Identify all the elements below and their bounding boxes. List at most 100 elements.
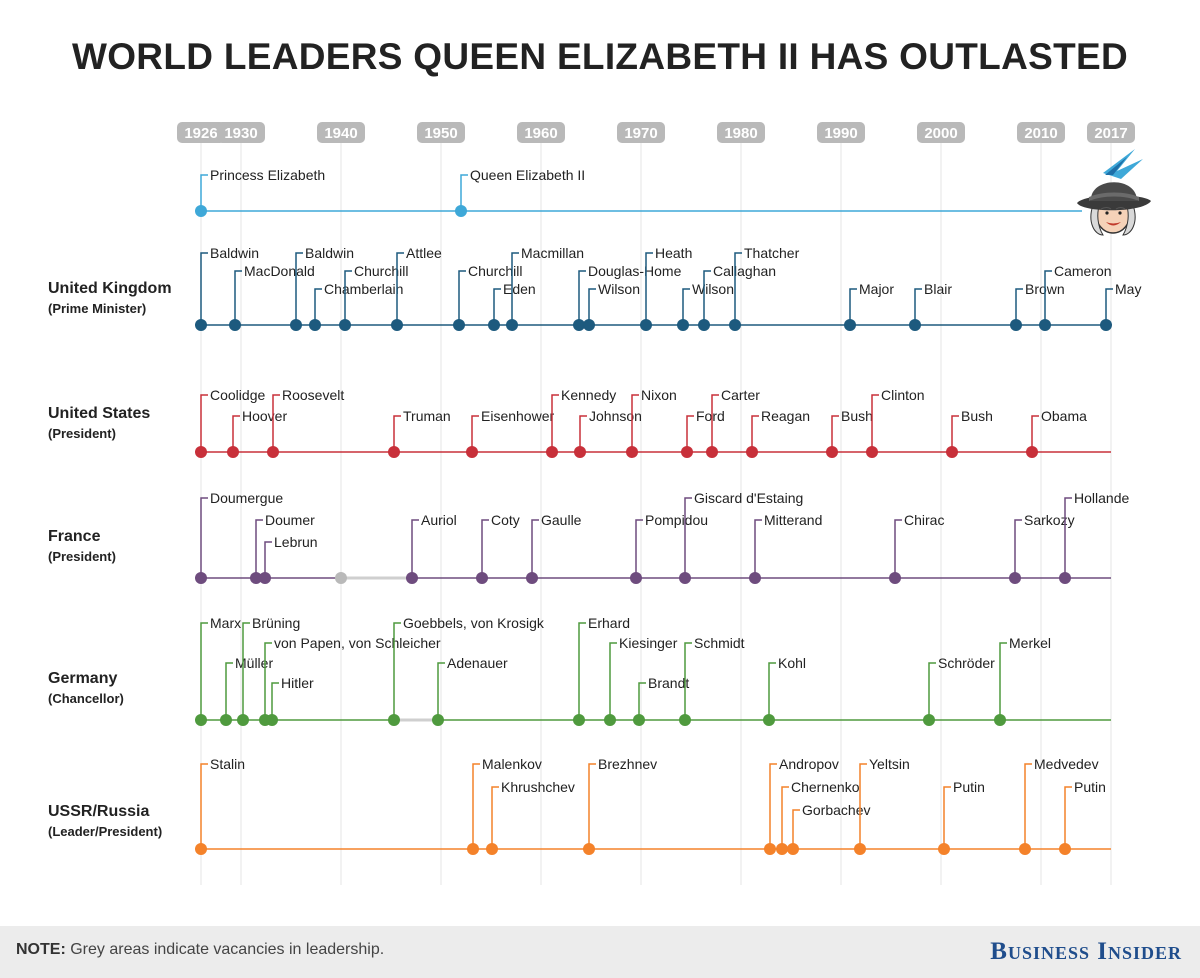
event-connector xyxy=(458,270,466,325)
event-uk-5: Attlee xyxy=(391,245,442,331)
event-marker xyxy=(787,843,799,855)
vertical-gridlines xyxy=(200,143,1112,885)
year-pill xyxy=(817,122,865,143)
event-marker xyxy=(455,205,467,217)
event-marker xyxy=(406,572,418,584)
year-tick-label: 1940 xyxy=(324,125,357,142)
event-connector xyxy=(578,270,586,325)
event-uk-17: Brown xyxy=(1010,281,1065,331)
event-connector xyxy=(781,786,789,849)
event-connector xyxy=(894,519,902,578)
event-connector xyxy=(768,662,776,720)
year-tick-2010: 2010 xyxy=(1017,122,1065,143)
page-title: WORLD LEADERS QUEEN ELIZABETH II HAS OUT… xyxy=(72,36,1128,77)
event-connector xyxy=(588,288,596,325)
event-connector xyxy=(859,763,867,849)
event-label: Kennedy xyxy=(561,387,616,403)
event-connector xyxy=(1064,497,1072,578)
event-label: Gaulle xyxy=(541,512,582,528)
event-marker xyxy=(679,714,691,726)
event-marker xyxy=(923,714,935,726)
event-germany-1: Müller xyxy=(220,655,273,726)
event-france-8: Mitterand xyxy=(749,512,822,584)
year-pill xyxy=(1017,122,1065,143)
event-us-0: Coolidge xyxy=(195,387,265,458)
event-russia-2: Khrushchev xyxy=(486,779,575,855)
event-marker xyxy=(889,572,901,584)
event-connector xyxy=(271,682,279,720)
row-role: (President) xyxy=(48,426,116,441)
event-uk-10: Wilson xyxy=(583,281,640,331)
event-marker xyxy=(1059,843,1071,855)
event-marker xyxy=(526,572,538,584)
event-label: Nixon xyxy=(641,387,677,403)
event-connector xyxy=(1031,415,1039,452)
event-connector xyxy=(411,519,419,578)
event-queen-1: Queen Elizabeth II xyxy=(455,167,585,217)
event-uk-4: Churchill xyxy=(339,263,408,331)
event-marker xyxy=(679,572,691,584)
event-connector xyxy=(200,252,208,325)
event-label: Hollande xyxy=(1074,490,1129,506)
event-label: Carter xyxy=(721,387,760,403)
queen-icon xyxy=(1077,149,1151,236)
event-marker xyxy=(844,319,856,331)
event-label: Erhard xyxy=(588,615,630,631)
event-france-3: Auriol xyxy=(406,512,457,584)
event-marker xyxy=(488,319,500,331)
event-connector xyxy=(255,519,263,578)
event-france-9: Chirac xyxy=(889,512,944,584)
event-uk-18: Cameron xyxy=(1039,263,1112,331)
event-russia-10: Putin xyxy=(1059,779,1106,855)
event-connector xyxy=(734,252,742,325)
year-tick-1940: 1940 xyxy=(317,122,365,143)
event-germany-4: Hitler xyxy=(266,675,314,726)
event-connector xyxy=(943,786,951,849)
event-marker xyxy=(220,714,232,726)
event-label: Doumer xyxy=(265,512,315,528)
year-tick-label: 1960 xyxy=(524,125,557,142)
event-label: Baldwin xyxy=(305,245,354,261)
event-uk-12: Wilson xyxy=(677,281,734,331)
event-label: Macmillan xyxy=(521,245,584,261)
year-tick-label: 1950 xyxy=(424,125,457,142)
event-marker xyxy=(195,843,207,855)
event-us-1: Hoover xyxy=(227,408,287,458)
event-connector xyxy=(579,415,587,452)
year-pill xyxy=(617,122,665,143)
event-us-11: Bush xyxy=(826,408,873,458)
event-connector xyxy=(1015,288,1023,325)
event-marker xyxy=(1039,319,1051,331)
event-label: Queen Elizabeth II xyxy=(470,167,585,183)
event-label: Adenauer xyxy=(447,655,508,671)
event-marker xyxy=(237,714,249,726)
event-marker xyxy=(229,319,241,331)
event-connector xyxy=(232,415,240,452)
event-connector xyxy=(754,519,762,578)
event-marker xyxy=(630,572,642,584)
event-queen-0: Princess Elizabeth xyxy=(195,167,325,217)
event-marker xyxy=(574,446,586,458)
event-connector xyxy=(711,394,719,452)
event-label: Merkel xyxy=(1009,635,1051,651)
event-marker xyxy=(698,319,710,331)
year-pill xyxy=(177,122,225,143)
event-label: MacDonald xyxy=(244,263,315,279)
row-queen: Princess Elizabeth Queen Elizabeth II xyxy=(195,167,1082,217)
event-connector xyxy=(264,642,272,720)
event-label: Truman xyxy=(403,408,451,424)
event-uk-3: Chamberlain xyxy=(309,281,403,331)
event-russia-3: Brezhnev xyxy=(583,756,657,855)
event-marker xyxy=(1026,446,1038,458)
event-marker xyxy=(467,843,479,855)
event-france-5: Gaulle xyxy=(526,512,582,584)
year-tick-1950: 1950 xyxy=(417,122,465,143)
row-role: (Chancellor) xyxy=(48,691,124,706)
brand-logo: Business Insider xyxy=(990,938,1182,965)
event-label: Goebbels, von Krosigk xyxy=(403,615,545,631)
event-label: Pompidou xyxy=(645,512,708,528)
event-germany-0: Marx xyxy=(195,615,241,726)
event-label: Gorbachev xyxy=(802,802,870,818)
row-name: Germany xyxy=(48,670,117,687)
event-marker xyxy=(994,714,1006,726)
